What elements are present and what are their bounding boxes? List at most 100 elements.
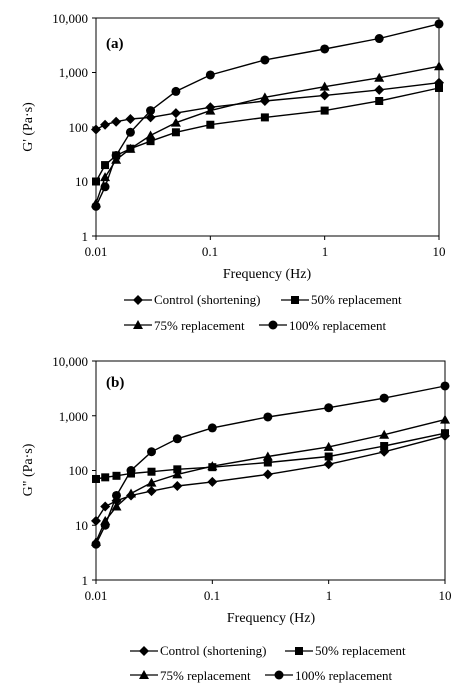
data-point-b-100-7 — [263, 412, 273, 422]
legend-a-item-50: 50% replacement — [281, 292, 402, 307]
legend-a-item-control: Control (shortening) — [124, 292, 261, 307]
legend-b-marker-75 — [139, 670, 149, 679]
legend-b-item-100: 100% replacement — [265, 668, 392, 683]
data-point-b-50-0 — [92, 474, 100, 483]
data-point-a-100-1 — [100, 182, 110, 192]
data-point-b-75-2 — [111, 501, 122, 511]
data-point-b-75-3 — [126, 488, 137, 498]
legend-b-label-75: 75% replacement — [160, 668, 251, 683]
data-point-a-control-0 — [91, 124, 101, 135]
data-point-a-control-5 — [170, 108, 181, 119]
legend-b-item-75: 75% replacement — [130, 668, 251, 683]
plot-area-a — [95, 17, 440, 237]
legend-b-marker-50 — [295, 647, 303, 655]
legend-b-label-50: 50% replacement — [315, 643, 406, 658]
legend-a-item-75: 75% replacement — [124, 318, 245, 333]
series-lines-b — [91, 381, 450, 549]
x-tick-label-a-1: 1 — [322, 244, 329, 259]
data-point-b-100-5 — [172, 434, 182, 444]
data-point-b-50-2 — [112, 471, 121, 480]
data-point-b-75-8 — [323, 441, 334, 451]
y-tick-label-a-100: 100 — [69, 120, 89, 135]
panel-b: (b) 10,000 1,000 100 10 1 0.01 0.1 1 10 … — [21, 354, 452, 683]
data-point-b-100-4 — [147, 447, 157, 457]
legend-a-marker-50 — [291, 296, 299, 304]
data-point-b-control-6 — [207, 476, 218, 487]
data-point-b-control-4 — [146, 486, 157, 497]
data-point-a-control-8 — [319, 90, 330, 101]
x-tick-label-b-0.01: 0.01 — [85, 588, 108, 603]
legend-b-item-50: 50% replacement — [285, 643, 406, 658]
data-point-a-control-1 — [100, 119, 111, 130]
y-axis-label-b: G" (Pa·s) — [21, 443, 36, 496]
data-point-b-50-4 — [147, 467, 156, 476]
series-line-a-75 — [95, 65, 440, 204]
data-point-a-75-7 — [259, 92, 270, 102]
data-point-a-50-4 — [146, 137, 155, 146]
legend-b-label-control: Control (shortening) — [160, 643, 267, 658]
data-point-a-50-8 — [320, 106, 329, 115]
panel-label-a: (a) — [106, 36, 124, 52]
data-point-a-100-7 — [260, 55, 270, 65]
data-point-a-50-5 — [171, 128, 180, 137]
data-point-a-50-0 — [92, 177, 100, 186]
y-tick-label-a-10000: 10,000 — [52, 11, 88, 26]
legend-a-marker-control — [133, 295, 143, 305]
axis-ticks-b — [92, 360, 446, 584]
data-point-a-control-9 — [374, 84, 385, 95]
series-line-b-75 — [95, 418, 446, 542]
data-point-b-100-0 — [91, 539, 101, 549]
data-point-b-50-8 — [324, 452, 333, 461]
x-axis-label-a: Frequency (Hz) — [223, 267, 312, 282]
data-point-b-100-2 — [111, 490, 121, 500]
x-tick-label-a-10: 10 — [433, 244, 446, 259]
x-tick-label-a-0.1: 0.1 — [202, 244, 218, 259]
data-point-b-50-9 — [380, 442, 389, 451]
data-point-a-100-5 — [171, 86, 181, 96]
data-point-b-control-8 — [323, 459, 334, 470]
data-point-a-control-4 — [145, 112, 156, 123]
data-point-a-100-4 — [146, 106, 156, 116]
data-point-a-50-9 — [375, 96, 384, 105]
data-point-b-control-5 — [172, 481, 183, 492]
data-point-a-75-3 — [125, 143, 136, 153]
data-point-b-control-1 — [100, 501, 111, 512]
data-point-b-75-6 — [207, 461, 218, 471]
data-point-b-100-6 — [207, 423, 217, 433]
data-point-a-75-8 — [319, 81, 330, 91]
data-point-b-75-4 — [146, 477, 157, 487]
data-point-b-75-10 — [440, 414, 450, 424]
data-point-b-50-10 — [441, 429, 449, 438]
data-point-a-50-7 — [260, 113, 269, 122]
y-tick-label-b-10: 10 — [75, 518, 88, 533]
data-point-b-75-7 — [262, 451, 273, 461]
data-point-b-50-5 — [173, 465, 182, 474]
legend-a-label-75: 75% replacement — [154, 318, 245, 333]
data-point-b-100-10 — [440, 381, 450, 391]
data-point-a-100-0 — [91, 201, 101, 211]
data-point-b-100-9 — [379, 393, 389, 403]
legend-b-label-100: 100% replacement — [295, 668, 392, 683]
data-point-a-100-6 — [205, 70, 215, 80]
data-point-a-50-1 — [101, 161, 110, 170]
panel-label-b: (b) — [106, 375, 124, 391]
x-axis-label-b: Frequency (Hz) — [227, 611, 316, 626]
y-tick-label-b-100: 100 — [69, 463, 89, 478]
data-point-a-50-6 — [206, 120, 215, 129]
data-point-a-75-4 — [145, 130, 156, 140]
data-point-b-control-7 — [262, 469, 273, 480]
axis-ticks-a — [92, 17, 440, 240]
data-point-a-75-10 — [434, 61, 444, 71]
data-point-b-100-3 — [126, 466, 136, 475]
data-point-a-100-9 — [374, 34, 384, 44]
legend-a-label-50: 50% replacement — [311, 292, 402, 307]
legend-b-item-control: Control (shortening) — [130, 643, 267, 658]
data-point-a-control-2 — [111, 116, 122, 127]
x-tick-label-a-0.01: 0.01 — [85, 244, 108, 259]
data-point-b-100-1 — [100, 520, 110, 530]
y-tick-label-a-1: 1 — [82, 229, 89, 244]
legend-a-label-control: Control (shortening) — [154, 292, 261, 307]
data-point-a-75-9 — [374, 72, 385, 82]
legend-a-label-100: 100% replacement — [289, 318, 386, 333]
